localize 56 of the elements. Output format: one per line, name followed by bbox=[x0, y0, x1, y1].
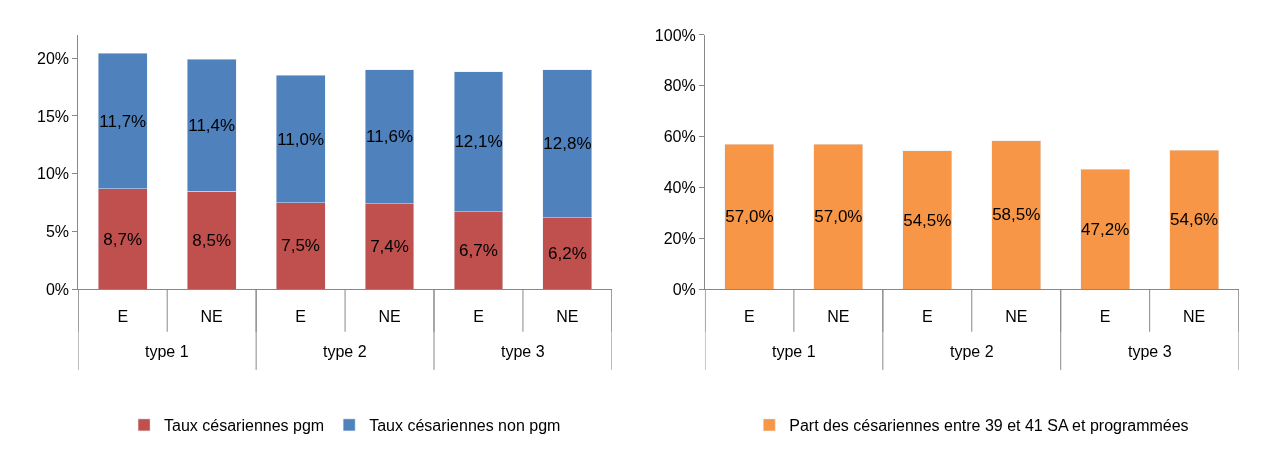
data-label: 11,0% bbox=[277, 129, 325, 149]
x-tick-label: NE bbox=[378, 307, 401, 325]
legend-label: Taux césariennes non pgm bbox=[369, 417, 561, 435]
data-label: 11,7% bbox=[99, 111, 147, 131]
y-tick-label: 15% bbox=[37, 107, 70, 125]
y-tick-label: 0% bbox=[672, 280, 696, 298]
data-label: 6,7% bbox=[459, 241, 498, 261]
x-tick-label: E bbox=[295, 307, 306, 325]
bar bbox=[1080, 169, 1130, 290]
data-label: 7,4% bbox=[370, 237, 409, 257]
bar bbox=[902, 150, 953, 290]
y-tick-label: 100% bbox=[654, 26, 696, 44]
data-label: 54,5% bbox=[903, 210, 952, 230]
x-tick-label: E bbox=[1099, 307, 1111, 325]
bar bbox=[1169, 150, 1219, 290]
data-label: 7,5% bbox=[281, 236, 320, 256]
data-label: 57,0% bbox=[725, 207, 774, 227]
data-label: 11,6% bbox=[366, 127, 414, 147]
data-label: 12,1% bbox=[454, 132, 503, 152]
x-tick-label: NE bbox=[556, 307, 579, 325]
bar bbox=[813, 144, 864, 290]
data-label: 54,6% bbox=[1170, 210, 1219, 230]
y-tick-label: 20% bbox=[663, 230, 696, 248]
y-tick-label: 60% bbox=[663, 128, 696, 146]
data-label: 8,5% bbox=[192, 230, 232, 250]
legend-label: Taux césariennes pgm bbox=[164, 417, 325, 435]
text: type 1 bbox=[772, 343, 816, 360]
y-tick-label: 40% bbox=[663, 179, 696, 197]
x-tick-label: NE bbox=[200, 307, 223, 325]
text: type 2 bbox=[323, 343, 367, 360]
legend-label: Part des césariennes entre 39 et 41 SA et programmées bbox=[789, 417, 1189, 435]
data-label: 47,2% bbox=[1081, 219, 1130, 239]
y-tick-label: 80% bbox=[663, 77, 696, 95]
x-tick-label: E bbox=[921, 307, 933, 325]
bar bbox=[991, 140, 1041, 290]
text: type 2 bbox=[950, 343, 994, 360]
x-tick-label: E bbox=[473, 307, 484, 325]
x-tick-label: NE bbox=[827, 307, 850, 325]
y-tick-label: 0% bbox=[45, 280, 70, 298]
text: type 3 bbox=[1128, 343, 1172, 360]
data-label: 6,2% bbox=[548, 244, 587, 264]
text: type 1 bbox=[145, 343, 189, 360]
bar bbox=[724, 144, 775, 290]
data-label: 8,7% bbox=[103, 229, 143, 249]
y-tick-label: 20% bbox=[37, 49, 70, 67]
x-tick-label: NE bbox=[1183, 307, 1206, 325]
x-tick-label: E bbox=[744, 307, 755, 325]
data-label: 12,8% bbox=[543, 134, 592, 154]
text: type 3 bbox=[501, 343, 545, 360]
x-tick-label: E bbox=[117, 307, 129, 325]
y-tick-label: 5% bbox=[45, 223, 70, 241]
data-label: 58,5% bbox=[992, 205, 1041, 225]
x-tick-label: NE bbox=[1005, 307, 1028, 325]
data-label: 57,0% bbox=[814, 207, 863, 227]
y-tick-label: 10% bbox=[37, 165, 70, 183]
data-label: 11,4% bbox=[188, 115, 236, 135]
